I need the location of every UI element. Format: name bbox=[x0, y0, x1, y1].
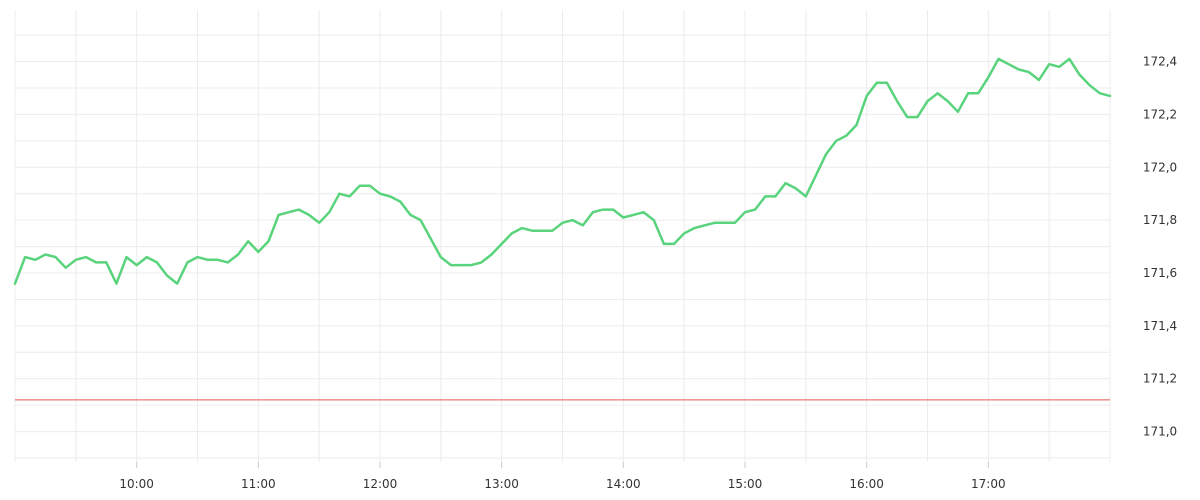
grid-layer bbox=[14, 10, 1111, 462]
x-tick-label: 11:00 bbox=[241, 477, 276, 491]
y-tick-label: 171,2 bbox=[1143, 372, 1177, 386]
x-tick-label: 10:00 bbox=[119, 477, 154, 491]
y-tick-label: 172,0 bbox=[1143, 160, 1177, 174]
series-layer bbox=[13, 57, 1112, 285]
x-tick-label: 17:00 bbox=[971, 477, 1006, 491]
x-tick-label: 16:00 bbox=[849, 477, 884, 491]
series-line bbox=[13, 57, 1112, 285]
x-tick-label: 12:00 bbox=[363, 477, 398, 491]
y-tick-label: 172,4 bbox=[1143, 55, 1177, 69]
x-tick-label: 14:00 bbox=[606, 477, 641, 491]
y-tick-label: 171,4 bbox=[1143, 319, 1177, 333]
x-tick-label: 15:00 bbox=[728, 477, 763, 491]
y-tick-label: 171,6 bbox=[1143, 266, 1177, 280]
y-tick-label: 172,2 bbox=[1143, 107, 1177, 121]
x-tick-label: 13:00 bbox=[484, 477, 519, 491]
axis-layer: 10:00 11:00 12:00 13:00 14:00 15:00 16:00 17:00… bbox=[119, 55, 1177, 491]
y-tick-label: 171,0 bbox=[1143, 425, 1177, 439]
y-tick-label: 171,8 bbox=[1143, 213, 1177, 227]
